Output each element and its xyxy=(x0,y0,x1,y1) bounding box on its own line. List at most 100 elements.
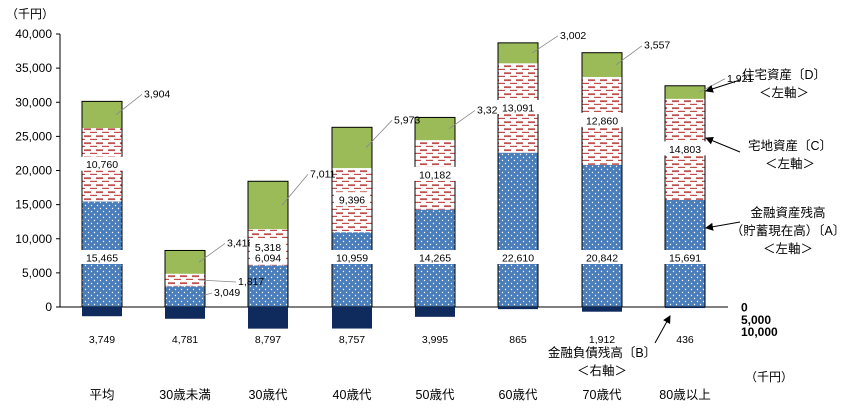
label-debt: 3,995 xyxy=(422,334,448,346)
label-financial: 3,049 xyxy=(214,287,240,299)
label-housing: 5,973 xyxy=(394,114,420,126)
leader-line xyxy=(531,35,559,54)
label-financial: 22,610 xyxy=(502,253,534,265)
label-financial-bg xyxy=(497,250,539,264)
label-debt: 8,757 xyxy=(339,334,365,346)
label-financial-bg xyxy=(664,250,706,264)
label-land-bg xyxy=(414,166,456,181)
x-tick-label: 70歳代 xyxy=(583,388,622,402)
label-land: 1,817 xyxy=(238,276,264,288)
label-financial-bg xyxy=(250,250,286,264)
y-tick-label: 0 xyxy=(45,300,52,314)
y-tick-label: 30,000 xyxy=(15,95,52,109)
bar-debt xyxy=(332,307,372,329)
label-debt: 8,797 xyxy=(255,334,281,346)
label-financial-bg xyxy=(414,250,456,264)
legend-financial: ＜左軸＞ xyxy=(763,241,813,256)
x-tick-label: 30歳代 xyxy=(249,388,288,402)
y-tick-label: 10,000 xyxy=(15,232,52,246)
label-housing: 3,002 xyxy=(560,30,586,42)
label-land: 10,182 xyxy=(419,169,451,181)
bar-debt xyxy=(665,307,705,309)
bar-financial xyxy=(498,152,538,307)
y2-tick-label: 10,000 xyxy=(741,325,778,339)
bar-debt xyxy=(165,307,205,319)
leader-line xyxy=(198,292,213,297)
label-land-bg xyxy=(334,192,370,207)
legend-debt: 金融負債残高〔B〕 xyxy=(548,345,656,360)
bar-debt xyxy=(498,307,538,310)
leader-line xyxy=(365,120,393,148)
label-financial: 6,094 xyxy=(255,253,281,265)
bar-land xyxy=(165,273,205,287)
legend-arrow-housing xyxy=(705,79,741,93)
y-tick-label: 20,000 xyxy=(15,164,52,178)
bar-debt xyxy=(582,307,622,312)
label-housing: 3,329 xyxy=(477,104,503,116)
bar-housing xyxy=(582,52,622,77)
label-land: 10,760 xyxy=(86,159,118,171)
label-financial: 15,691 xyxy=(669,253,701,265)
label-land: 12,860 xyxy=(586,115,618,127)
label-land-bg xyxy=(581,112,623,127)
legend-arrow-land xyxy=(705,136,741,153)
label-land-bg xyxy=(81,156,123,171)
label-financial: 15,465 xyxy=(86,253,118,265)
label-housing: 3,904 xyxy=(144,88,170,100)
label-financial: 10,959 xyxy=(336,253,368,265)
y-tick-label: 5,000 xyxy=(22,266,52,280)
label-debt: 1,912 xyxy=(589,334,615,346)
x-tick-label: 40歳代 xyxy=(333,388,372,402)
bar-housing xyxy=(165,250,205,274)
bar-financial xyxy=(248,265,288,307)
label-debt: 865 xyxy=(509,334,527,346)
y-tick-label: 40,000 xyxy=(15,27,52,41)
legend-housing: ＜左軸＞ xyxy=(759,85,809,100)
bar-housing xyxy=(332,127,372,169)
x-tick-label: 50歳代 xyxy=(416,388,455,402)
x-tick-label: 80歳以上 xyxy=(659,388,710,402)
legend-housing: 住宅資産〔D〕 xyxy=(742,67,826,82)
y-tick-label: 15,000 xyxy=(15,198,52,212)
label-financial: 14,265 xyxy=(419,253,451,265)
label-land: 14,803 xyxy=(669,144,701,156)
leader-line xyxy=(115,94,143,116)
label-financial: 20,842 xyxy=(586,253,618,265)
label-land: 5,318 xyxy=(255,242,281,254)
y-tick-label: 35,000 xyxy=(15,61,52,75)
bar-housing xyxy=(665,85,705,99)
label-land-bg xyxy=(497,100,539,115)
legend-arrow-debt xyxy=(654,315,671,344)
label-housing: 3,418 xyxy=(227,237,253,249)
bar-housing xyxy=(248,181,288,230)
bar-debt xyxy=(82,307,122,317)
bar-housing xyxy=(498,42,538,64)
bar-financial xyxy=(582,164,622,307)
y-unit-label: （千円） xyxy=(6,7,54,21)
label-land-bg xyxy=(250,239,286,254)
label-land-bg xyxy=(664,141,706,156)
leader-line xyxy=(281,174,309,206)
legend-financial: 金融資産残高 xyxy=(750,205,825,220)
x-tick-label: 30歳未満 xyxy=(159,388,210,402)
y2-tick-label: 5,000 xyxy=(741,313,771,327)
y2-unit-label: （千円） xyxy=(745,370,793,384)
label-financial-bg xyxy=(81,250,123,264)
label-land: 13,091 xyxy=(502,103,534,115)
label-debt: 436 xyxy=(676,334,694,346)
leader-line xyxy=(615,45,643,66)
leader-line xyxy=(198,279,237,283)
legend-land: 宅地資産〔C〕 xyxy=(748,138,832,153)
label-debt: 4,781 xyxy=(172,334,198,346)
bar-financial xyxy=(165,286,205,307)
label-debt: 3,749 xyxy=(89,334,115,346)
leader-line xyxy=(448,110,476,130)
y2-tick-label: 0 xyxy=(741,301,748,315)
label-financial-bg xyxy=(331,250,373,264)
legend-land: ＜左軸＞ xyxy=(765,156,815,171)
label-financial-bg xyxy=(581,250,623,264)
x-tick-label: 60歳代 xyxy=(499,388,538,402)
bar-debt xyxy=(248,307,288,329)
